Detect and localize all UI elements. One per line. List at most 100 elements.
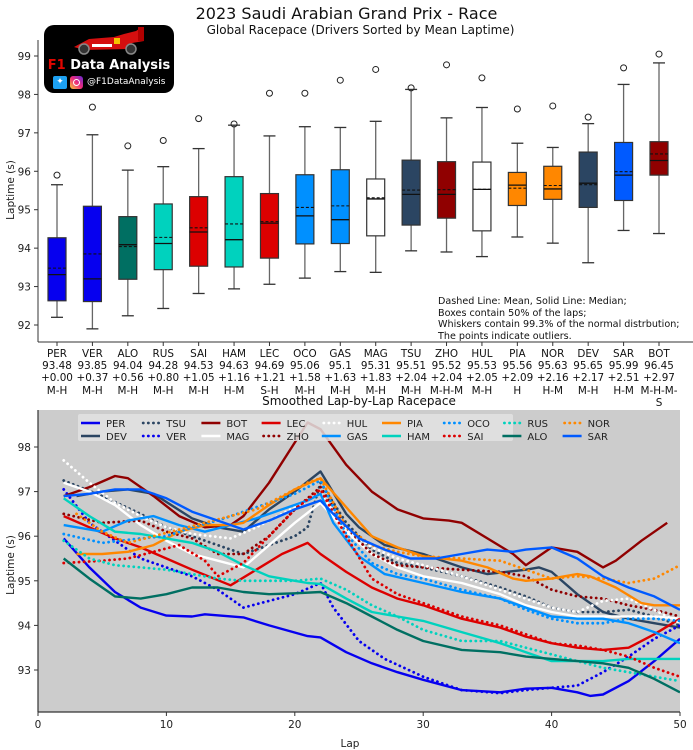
driver-label-oco: OCO 95.06 +1.58 M-H <box>285 348 325 397</box>
driver-label-hul: HUL 95.53 +2.05 M-H <box>462 348 502 397</box>
legend-label: BOT <box>226 419 248 430</box>
legend-item-per: PER <box>81 419 125 430</box>
legend: PER DEV TSU VER BOT MAG LEC ZHO HUL GAS PIA HAM OCO S… <box>78 414 610 443</box>
box-alo <box>118 142 138 317</box>
instagram-icon <box>70 76 83 89</box>
driver-code: TSU <box>400 348 422 360</box>
driver-label-pia: PIA 95.56 +2.09 H <box>497 348 537 397</box>
box-pia <box>507 105 527 238</box>
driver-gap: +0.56 <box>111 372 144 385</box>
driver-label-per: PER 93.48 +0.00 M-H <box>37 348 77 397</box>
legend-label: SAI <box>467 432 483 443</box>
box-iqr <box>578 151 598 209</box>
driver-gap: +2.51 <box>607 372 640 385</box>
driver-code: LEC <box>259 348 280 360</box>
series-line-tsu <box>62 479 680 627</box>
driver-tyres: M-H <box>330 384 351 397</box>
driver-gap: +1.83 <box>359 372 392 385</box>
driver-gap: +2.04 <box>395 372 428 385</box>
box-iqr <box>259 192 280 259</box>
series-line-lec <box>63 514 680 652</box>
boxplot-note: Dashed Line: Mean, Solid Line: Median; B… <box>438 296 680 342</box>
box-iqr <box>401 159 421 226</box>
driver-mean: 94.53 <box>183 360 214 373</box>
logo-brand-rest: Data Analysis <box>65 58 171 73</box>
box-oco <box>295 89 315 279</box>
driver-label-bot: BOT 96.45 +2.97 M-H-M-S <box>639 348 679 409</box>
box-ham <box>224 120 244 290</box>
driver-gap: +1.16 <box>218 372 250 385</box>
series-line-alo <box>62 557 680 694</box>
y-tick-label: 97 <box>18 487 31 499</box>
box-iqr <box>330 169 350 245</box>
legend-item-rus: RUS <box>502 419 548 430</box>
outlier-point <box>549 102 557 110</box>
series-line-zho <box>62 485 680 618</box>
x-tick-label: 20 <box>288 719 301 731</box>
driver-tyres: M-H <box>152 384 174 397</box>
driver-gap: +1.21 <box>253 372 286 385</box>
legend-label: RUS <box>527 419 548 430</box>
driver-code: HAM <box>222 348 246 360</box>
legend-label: HAM <box>407 432 430 443</box>
outlier-point <box>336 76 344 84</box>
driver-label-gas: GAS 95.1 +1.63 M-H <box>320 348 360 397</box>
driver-tyres: M-H <box>46 384 68 397</box>
legend-item-hul: HUL <box>322 419 368 430</box>
driver-label-lec: LEC 94.69 +1.21 S-H <box>249 348 289 397</box>
box-iqr <box>543 165 563 200</box>
y-tick-label: 98 <box>18 89 31 101</box>
box-iqr <box>47 237 67 302</box>
box-iqr <box>224 176 244 268</box>
legend-label: DEV <box>106 432 127 443</box>
outlier-point <box>655 50 663 58</box>
driver-tyres: M-H-M <box>429 384 464 397</box>
box-iqr <box>472 161 492 232</box>
driver-gap: +2.16 <box>536 372 569 385</box>
line-chart: Smoothed Lap-by-Lap Racepace 93 94 95 96 97 98… <box>5 395 687 750</box>
driver-gap: +2.09 <box>501 372 534 385</box>
driver-label-ham: HAM 94.63 +1.16 H-M <box>214 348 254 397</box>
driver-mean: 95.99 <box>608 360 639 373</box>
x-tick-label: 10 <box>160 719 173 731</box>
driver-mean: 95.1 <box>328 360 352 373</box>
logo-brand-prefix: F1 <box>47 58 66 73</box>
series-line-nor <box>75 476 680 585</box>
driver-mean: 95.65 <box>573 360 604 373</box>
box-iqr <box>507 171 527 207</box>
driver-code: SAR <box>613 348 635 360</box>
driver-code: ALO <box>117 348 139 360</box>
series-line-sai <box>62 488 680 679</box>
chart-title: 2023 Saudi Arabian Grand Prix - Race <box>195 4 498 23</box>
box-iqr <box>649 141 669 176</box>
driver-label-mag: MAG 95.31 +1.83 M-H <box>356 348 396 397</box>
legend-item-tsu: TSU <box>141 419 186 430</box>
y-tick-label: 98 <box>18 442 31 454</box>
legend-item-alo: ALO <box>502 432 547 443</box>
outlier-point <box>478 74 486 82</box>
driver-label-sar: SAR 95.99 +2.51 H-M <box>604 348 644 397</box>
driver-gap: +0.37 <box>76 372 109 385</box>
driver-tyres: S-H <box>260 384 279 397</box>
x-axis-label: Lap <box>341 738 360 750</box>
outlier-point <box>53 171 61 179</box>
legend-item-bot: BOT <box>201 419 248 430</box>
outlier-point <box>443 61 451 69</box>
box-ver <box>82 103 103 330</box>
boxplot-chart: 92 93 94 95 96 97 98 99 Laptime (s) <box>5 40 693 346</box>
driver-mean: 93.48 <box>42 360 72 373</box>
driver-tyres: M-H <box>82 384 103 397</box>
outlier-point <box>195 115 203 123</box>
race-car-icon <box>74 27 144 55</box>
note-line: Dashed Line: Mean, Solid Line: Median; <box>438 296 627 307</box>
driver-label-zho: ZHO 95.52 +2.04 M-H-M <box>427 348 467 397</box>
legend-item-sai: SAI <box>442 432 484 443</box>
x-tick-label: 40 <box>545 719 558 731</box>
legend-label: ALO <box>527 432 547 443</box>
series-line-ver <box>62 488 680 695</box>
outlier-point <box>124 142 132 150</box>
driver-code: MAG <box>363 348 388 360</box>
box-lec <box>259 89 280 285</box>
outlier-point <box>159 137 167 145</box>
driver-label-nor: NOR 95.63 +2.16 H-M <box>533 348 573 397</box>
